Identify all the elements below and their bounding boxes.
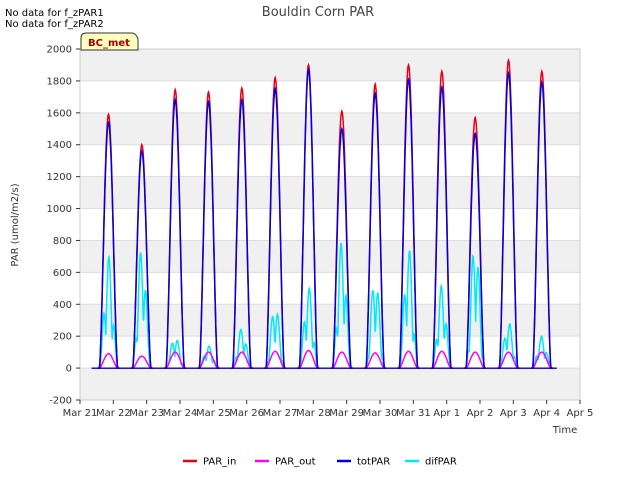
legend-label: difPAR [425,457,457,468]
series-totpar [91,67,557,369]
day-curve-par-out [231,351,253,369]
day-curve-par-out [331,351,353,369]
day-curve-par-out [264,350,286,369]
plot-band [80,176,580,209]
series-par-out [91,349,557,369]
x-axis-label: Time [552,425,577,436]
legend-item-difpar: difPAR [405,457,457,468]
y-tick-label: 1800 [47,76,72,87]
x-tick-label: Mar 25 [196,408,231,419]
day-curve-difpar [231,328,253,369]
day-curve-difpar [497,322,520,369]
day-curve-difpar [297,286,320,369]
y-axis-label: PAR (umol/m2/s) [10,183,21,266]
y-tick-label: 0 [66,364,72,375]
day-curve-totpar [464,131,486,369]
legend-item-par-in: PAR_in [183,457,236,468]
day-curve-totpar [131,149,153,369]
y-tick-label: 200 [53,332,72,343]
bc-met-badge: BC_met [80,32,139,51]
y-tick-label: 1200 [47,172,72,183]
legend-item-totpar: totPAR [337,457,390,468]
x-tick-label: Mar 26 [229,408,264,419]
day-curve-par-out [297,349,320,369]
x-tick-label: Mar 30 [363,408,398,419]
y-tick-label: 2000 [47,45,72,56]
day-curve-totpar [264,86,286,369]
day-curve-totpar [531,80,553,369]
day-curve-difpar [397,250,420,369]
legend-label: PAR_in [203,457,236,468]
y-tick-label: 800 [53,236,72,247]
y-tick-label: -200 [49,396,72,407]
chart-title: Bouldin Corn PAR [262,5,374,20]
x-tick-label: Apr 4 [533,408,560,419]
day-curve-par-out [431,350,453,369]
plot-band [80,304,580,337]
no-data-note-1: No data for f_zPAR1 [5,8,104,19]
day-curve-difpar [331,242,353,369]
x-tick-label: Mar 31 [396,408,431,419]
day-curve-totpar [364,91,386,369]
day-curve-totpar [497,70,520,369]
day-curve-totpar [331,126,353,369]
day-curve-totpar [431,84,453,369]
x-tick-label: Mar 21 [63,408,98,419]
legend-item-par-out: PAR_out [255,457,316,468]
x-tick-label: Apr 2 [467,408,494,419]
day-curve-totpar [397,77,420,369]
x-tick-label: Mar 27 [263,408,298,419]
plot-band [80,368,580,400]
day-curve-par-out [131,355,153,369]
day-curve-totpar [197,99,220,369]
legend-label: PAR_out [275,457,316,468]
day-curve-difpar [531,335,553,369]
x-tick-label: Mar 23 [129,408,164,419]
day-curve-totpar [97,120,120,369]
y-tick-label: 600 [53,268,72,279]
series-layer [91,57,557,369]
y-axis-ticks: -200 0 200 400 600 800 1000 1200 1400 1600 1800 200… [47,45,80,407]
gridlines [80,48,580,401]
y-tick-label: 400 [53,300,72,311]
plot-background-bands [80,49,580,400]
day-curve-par-out [197,351,220,369]
x-tick-label: Mar 24 [163,408,198,419]
x-tick-label: Mar 28 [296,408,331,419]
day-curve-par-out [497,351,520,369]
day-curve-par-out [464,351,486,369]
x-tick-label: Apr 5 [567,408,594,419]
day-curve-par-out [531,351,553,369]
y-tick-label: 1400 [47,140,72,151]
day-curve-totpar [164,97,186,369]
y-tick-label: 1000 [47,204,72,215]
legend: PAR_in PAR_out totPAR difPAR [183,457,457,468]
day-curve-difpar [364,290,386,369]
day-curve-par-out [97,352,120,369]
day-curve-difpar [431,283,453,369]
day-curve-difpar [464,253,486,369]
plot-band [80,112,580,145]
legend-label: totPAR [357,457,390,468]
day-curve-difpar [264,312,286,369]
day-curve-totpar [297,67,320,369]
x-tick-label: Mar 22 [96,408,131,419]
y-tick-label: 1600 [47,108,72,119]
day-curve-par-out [364,352,386,369]
day-curve-totpar [231,97,253,369]
day-curve-difpar [97,254,120,369]
plot-band [80,240,580,273]
x-tick-label: Apr 1 [433,408,460,419]
day-curve-difpar [131,252,153,369]
plot-band [80,49,580,81]
x-tick-label: Apr 3 [500,408,527,419]
day-curve-par-out [164,351,186,369]
x-tick-label: Mar 29 [329,408,364,419]
day-curve-par-out [397,350,420,369]
badge-label: BC_met [88,38,130,49]
plot-frame [79,48,581,401]
no-data-note-2: No data for f_zPAR2 [5,19,104,30]
